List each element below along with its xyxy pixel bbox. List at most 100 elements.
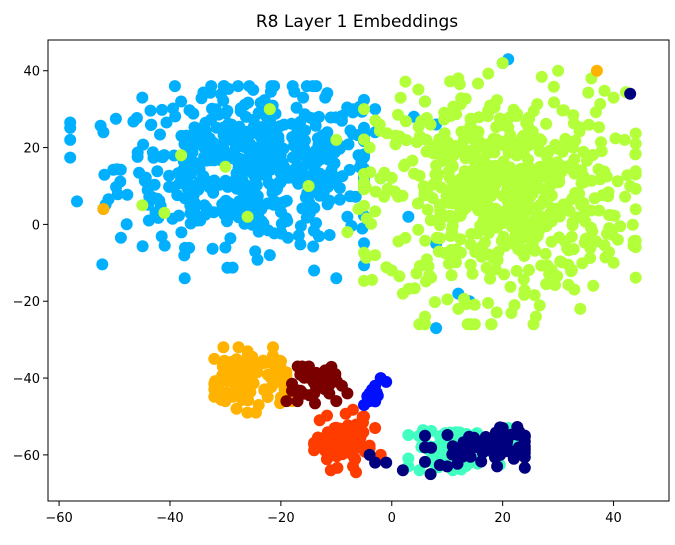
scatter-point bbox=[624, 180, 637, 192]
series-2 bbox=[97, 64, 603, 419]
scatter-point bbox=[330, 272, 343, 285]
series-7 bbox=[358, 372, 393, 411]
scatter-point bbox=[232, 80, 245, 93]
scatter-point bbox=[269, 156, 281, 169]
scatter-point bbox=[503, 176, 516, 189]
scatter-point bbox=[441, 460, 454, 473]
scatter-point bbox=[151, 165, 164, 178]
scatter-point bbox=[490, 169, 502, 182]
scatter-point bbox=[518, 461, 531, 474]
scatter-point bbox=[271, 366, 284, 379]
scatter-point bbox=[392, 108, 404, 121]
scatter-point bbox=[430, 322, 443, 335]
scatter-point bbox=[336, 448, 349, 461]
scatter-point bbox=[458, 292, 470, 305]
scatter-point bbox=[419, 429, 431, 442]
scatter-point bbox=[200, 201, 213, 214]
series-4 bbox=[280, 360, 354, 410]
scatter-point bbox=[217, 80, 230, 93]
scatter-point bbox=[188, 204, 201, 217]
scatter-point bbox=[206, 102, 218, 115]
scatter-point bbox=[142, 214, 155, 227]
scatter-point bbox=[197, 135, 210, 147]
scatter-point bbox=[571, 163, 584, 176]
scatter-point bbox=[544, 206, 557, 219]
scatter-point bbox=[629, 241, 642, 254]
scatter-point bbox=[396, 287, 409, 300]
scatter-point bbox=[175, 149, 188, 162]
scatter-point bbox=[208, 352, 221, 365]
scatter-point bbox=[452, 72, 465, 85]
scatter-point bbox=[605, 209, 618, 222]
scatter-point bbox=[447, 149, 460, 162]
scatter-point bbox=[461, 186, 474, 199]
x-axis: −60 −40 −20 0 20 40 bbox=[45, 501, 622, 526]
scatter-point bbox=[217, 204, 230, 217]
scatter-point bbox=[217, 341, 230, 354]
scatter-point bbox=[206, 175, 219, 188]
scatter-point bbox=[342, 138, 355, 151]
scatter-point bbox=[590, 64, 603, 77]
scatter-point bbox=[380, 456, 393, 469]
scatter-point bbox=[356, 222, 369, 235]
scatter-point bbox=[252, 399, 265, 411]
scatter-point bbox=[309, 397, 321, 410]
scatter-point bbox=[492, 245, 505, 258]
scatter-point bbox=[158, 149, 171, 162]
scatter-point bbox=[121, 188, 134, 201]
scatter-point bbox=[598, 84, 611, 97]
scatter-point bbox=[431, 171, 444, 184]
scatter-point bbox=[576, 198, 589, 210]
scatter-point bbox=[471, 227, 484, 240]
scatter-point bbox=[450, 243, 463, 256]
scatter-point bbox=[394, 91, 407, 104]
x-tick-label: −20 bbox=[267, 511, 294, 526]
scatter-point bbox=[223, 132, 236, 145]
scatter-point bbox=[442, 257, 455, 270]
scatter-point bbox=[380, 375, 393, 388]
scatter-point bbox=[188, 139, 200, 152]
scatter-point bbox=[286, 384, 298, 397]
scatter-point bbox=[513, 425, 526, 438]
scatter-point bbox=[629, 168, 642, 181]
scatter-point bbox=[158, 239, 171, 252]
scatter-point bbox=[98, 168, 111, 181]
scatter-point bbox=[220, 374, 233, 387]
scatter-point bbox=[325, 154, 338, 167]
scatter-point bbox=[430, 159, 443, 172]
scatter-point bbox=[136, 91, 149, 104]
scatter-point bbox=[420, 133, 433, 146]
scatter-point bbox=[596, 189, 609, 202]
scatter-point bbox=[531, 98, 544, 111]
scatter-point bbox=[490, 306, 503, 319]
scatter-point bbox=[420, 145, 433, 158]
scatter-point bbox=[319, 180, 332, 192]
scatter-point bbox=[601, 227, 613, 240]
scatter-point bbox=[426, 192, 439, 204]
scatter-point bbox=[250, 204, 263, 217]
scatter-point bbox=[411, 197, 424, 210]
scatter-point bbox=[290, 174, 303, 187]
scatter-point bbox=[466, 267, 479, 280]
scatter-point bbox=[607, 91, 620, 104]
scatter-point bbox=[571, 211, 584, 224]
scatter-point bbox=[224, 232, 237, 245]
scatter-point bbox=[424, 214, 437, 227]
chart-title: R8 Layer 1 Embeddings bbox=[256, 12, 458, 32]
x-tick-label: 0 bbox=[388, 511, 396, 526]
plot-frame bbox=[47, 39, 670, 502]
scatter-point bbox=[589, 106, 602, 119]
scatter-point bbox=[629, 271, 642, 284]
scatter-point bbox=[609, 132, 622, 145]
scatter-point bbox=[533, 133, 546, 146]
scatter-point bbox=[64, 151, 77, 164]
scatter-point bbox=[247, 83, 260, 96]
scatter-point bbox=[255, 215, 268, 228]
scatter-point bbox=[420, 275, 432, 288]
scatter-point bbox=[518, 288, 531, 301]
y-tick-label: 40 bbox=[23, 65, 40, 80]
scatter-point bbox=[458, 168, 471, 181]
scatter-point bbox=[248, 185, 261, 198]
